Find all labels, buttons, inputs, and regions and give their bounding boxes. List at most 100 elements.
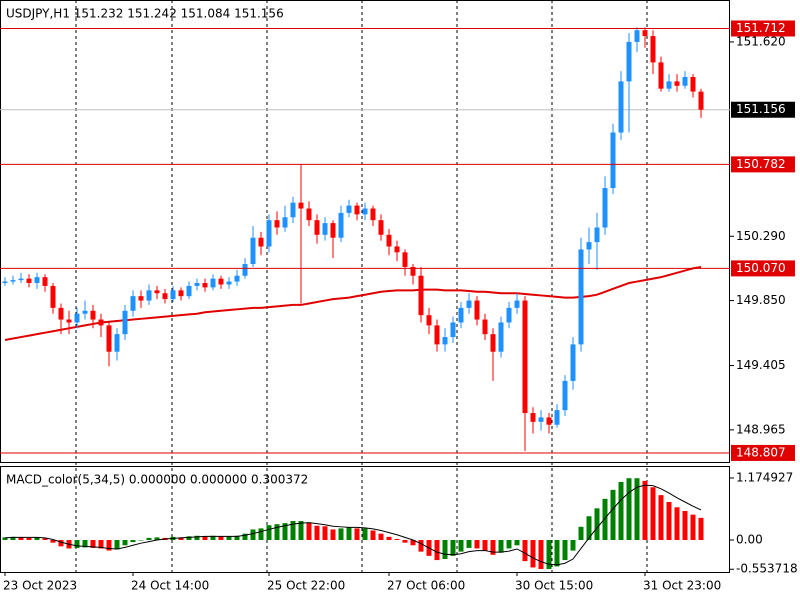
candle-body <box>362 208 368 215</box>
macd-bar <box>506 540 512 549</box>
candle-body <box>250 237 256 265</box>
macd-bar <box>530 540 536 568</box>
candle-body <box>410 266 416 276</box>
x-tick-label: 23 Oct 2023 <box>3 579 77 593</box>
y2-tick-label: 0.00 <box>736 533 763 547</box>
macd-bar <box>386 536 392 541</box>
candle-body <box>178 290 184 297</box>
candle-body <box>506 307 512 323</box>
candle-body <box>218 278 224 285</box>
x-tick-label: 30 Oct 15:00 <box>515 579 593 593</box>
candle-body <box>314 220 320 235</box>
macd-bar <box>106 540 112 551</box>
macd-bar <box>210 535 216 541</box>
candle-body <box>18 278 24 281</box>
candle-body <box>634 30 640 42</box>
macd-bar <box>290 521 296 541</box>
candle-body <box>370 208 376 221</box>
macd-bar <box>306 522 312 541</box>
candle-body <box>186 285 192 297</box>
macd-bar <box>562 540 568 561</box>
macd-bar <box>282 523 288 541</box>
candle-body <box>402 252 408 267</box>
macd-bar <box>498 540 504 553</box>
candle-body <box>266 220 272 247</box>
macd-bar <box>554 540 560 567</box>
candle-body <box>458 307 464 323</box>
macd-bar <box>274 524 280 541</box>
macd-bar <box>338 528 344 541</box>
macd-bar <box>442 540 448 560</box>
candle-body <box>122 310 128 335</box>
level-box <box>731 444 795 461</box>
macd-bar <box>298 521 304 541</box>
macd-bar <box>514 540 520 546</box>
candle-body <box>698 91 704 110</box>
macd-bar <box>666 502 672 541</box>
macd-bar <box>130 540 136 543</box>
macd-bar <box>602 498 608 541</box>
candle-body <box>498 322 504 352</box>
candle-body <box>194 283 200 286</box>
candle-body <box>106 325 112 352</box>
macd-bar <box>546 540 552 570</box>
candle-body <box>306 208 312 221</box>
candle-body <box>474 300 480 320</box>
candle-body <box>394 246 400 253</box>
candle-body <box>58 307 64 320</box>
macd-bar <box>330 529 336 541</box>
macd-bar <box>218 536 224 541</box>
candle-body <box>162 293 168 300</box>
chart-title: USDJPY,H1 151.232 151.242 151.084 151.15… <box>6 7 284 21</box>
candle-body <box>298 202 304 209</box>
candle-body <box>530 413 536 422</box>
x-tick-label: 24 Oct 14:00 <box>131 579 209 593</box>
candle-body <box>386 234 392 247</box>
macd-bar <box>402 540 408 543</box>
candle-body <box>322 223 328 235</box>
macd-bar <box>314 525 320 541</box>
macd-bar <box>474 540 480 549</box>
candle-body <box>226 281 232 285</box>
macd-bar <box>642 480 648 541</box>
x-tick-label: 25 Oct 22:00 <box>267 579 345 593</box>
candle-body <box>330 223 336 238</box>
macd-bar <box>522 540 528 562</box>
level-box <box>731 20 795 37</box>
macd-bar <box>490 540 496 555</box>
macd-bar <box>90 540 96 548</box>
level-label: 150.070 <box>736 261 786 275</box>
macd-bar <box>82 540 88 548</box>
macd-bar <box>690 514 696 541</box>
macd-bar <box>394 538 400 541</box>
candle-body <box>82 310 88 314</box>
candle-body <box>594 227 600 243</box>
candle-body <box>154 290 160 294</box>
moving-average <box>4 265 702 341</box>
candle-body <box>258 237 264 247</box>
macd-bar <box>466 540 472 548</box>
macd-bar <box>434 540 440 561</box>
candle-body <box>274 220 280 228</box>
candle-body <box>490 334 496 352</box>
macd-bar <box>98 540 104 549</box>
macd-bar <box>618 481 624 541</box>
candle-body <box>682 77 688 86</box>
candle-body <box>378 220 384 235</box>
candle-body <box>26 278 32 284</box>
macd-bar <box>202 536 208 541</box>
candle-body <box>282 217 288 228</box>
macd-pane-frame <box>0 466 730 573</box>
candle-body <box>242 264 248 276</box>
macd-bar <box>570 540 576 551</box>
candle-body <box>626 41 632 82</box>
macd-bar <box>194 535 200 541</box>
macd-bar <box>626 478 632 541</box>
candle-body <box>346 205 352 213</box>
candle-body <box>586 242 592 250</box>
candle-body <box>146 290 152 301</box>
macd-bar <box>58 540 64 547</box>
candle-body <box>114 334 120 352</box>
candle-body <box>130 296 136 311</box>
